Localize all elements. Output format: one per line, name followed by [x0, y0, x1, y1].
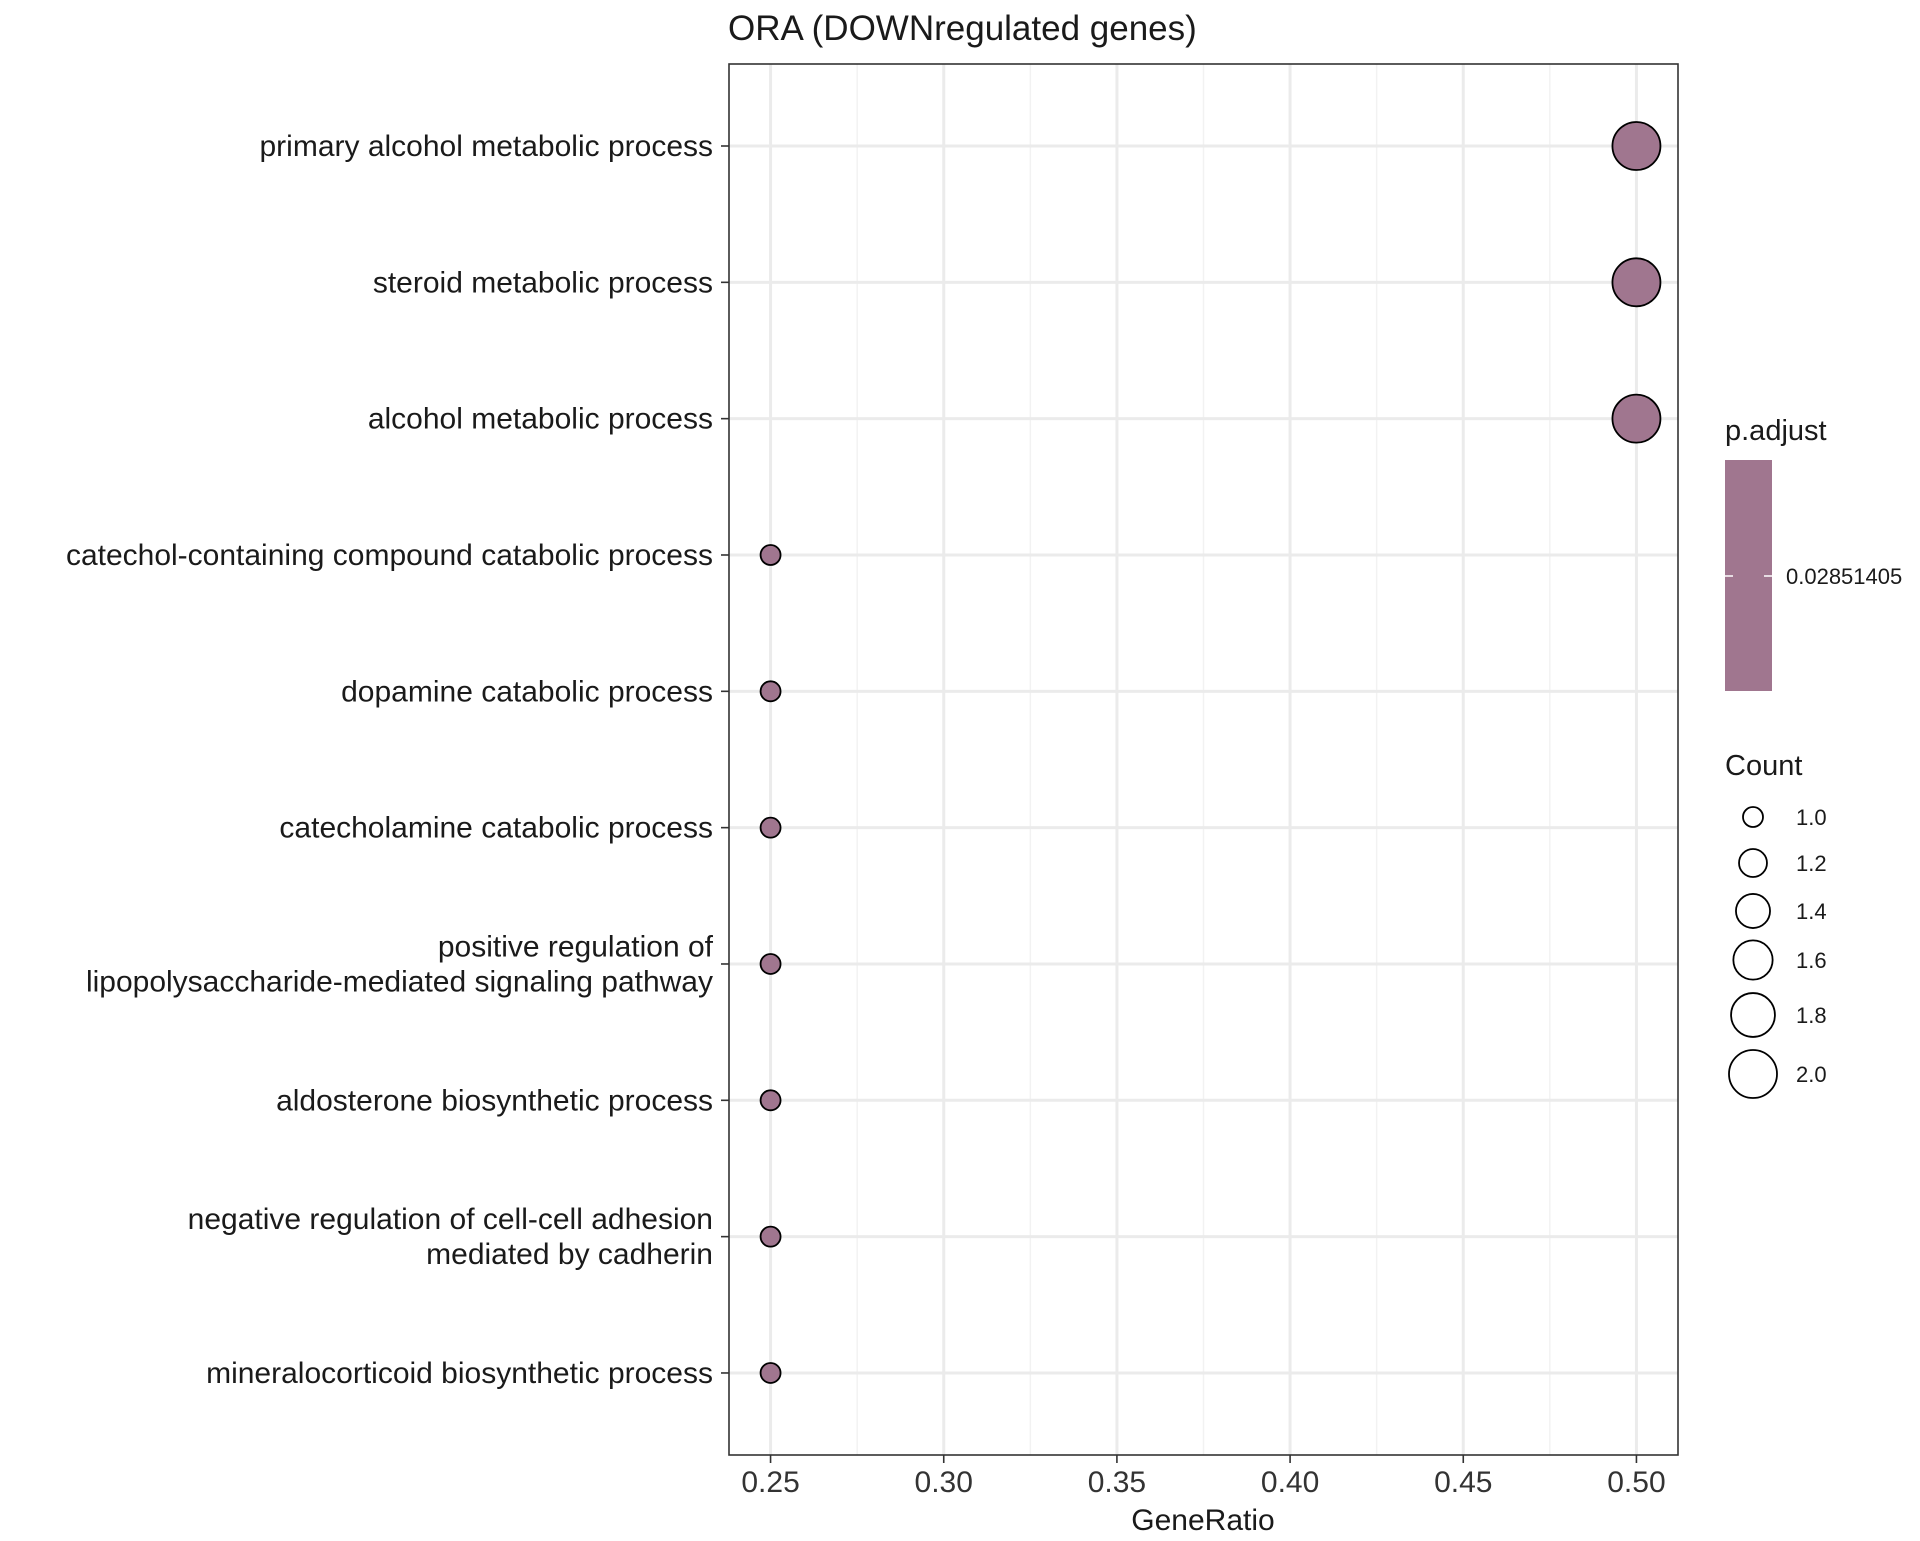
data-point: [1611, 393, 1662, 444]
data-point: [759, 544, 782, 566]
y-category-label-line: catecholamine catabolic process: [279, 812, 713, 845]
size-legend-label: 2.0: [1796, 1062, 1827, 1087]
chart-title: ORA (DOWNregulated genes): [728, 9, 1197, 48]
x-tick-label: 0.25: [741, 1466, 799, 1499]
data-point: [1611, 257, 1662, 308]
y-category-label: catechol-containing compound catabolic p…: [66, 539, 713, 572]
x-tick-label: 0.45: [1434, 1466, 1492, 1499]
plot-panel-border: [728, 63, 1679, 1456]
y-category-label-line: dopamine catabolic process: [341, 675, 713, 708]
data-point: [759, 680, 782, 703]
y-category-label: catecholamine catabolic process: [279, 812, 713, 845]
data-point: [759, 816, 782, 839]
size-legend-label: 1.6: [1796, 948, 1827, 973]
y-category-label-line: mineralocorticoid biosynthetic process: [206, 1357, 713, 1390]
y-category-label-line: negative regulation of cell-cell adhesio…: [188, 1203, 713, 1236]
size-legend-circle: [1728, 1049, 1778, 1099]
data-point: [759, 1225, 782, 1248]
y-axis-labels: primary alcohol metabolic process steroid…: [66, 130, 714, 1390]
y-category-label-line: steroid metabolic process: [373, 266, 713, 299]
data-point: [759, 1362, 782, 1384]
size-legend-title: Count: [1725, 750, 1802, 782]
y-category-label: steroid metabolic process: [373, 266, 713, 299]
y-category-label-line: mediated by cadherin: [426, 1238, 713, 1271]
x-axis-label: GeneRatio: [1131, 1504, 1274, 1536]
y-category-label: alcohol metabolic process: [368, 403, 713, 436]
y-category-label-line: lipopolysaccharide-mediated signaling pa…: [86, 965, 713, 998]
y-category-label: mineralocorticoid biosynthetic process: [206, 1357, 713, 1390]
size-legend-items: 1.0 1.2 1.4 1.6 1.8 2.0: [1728, 805, 1827, 1099]
size-legend-circle: [1738, 848, 1768, 878]
y-category-label-line: alcohol metabolic process: [368, 403, 713, 436]
data-point: [759, 1089, 782, 1112]
size-legend-label: 1.0: [1796, 805, 1827, 830]
size-legend-circle: [1732, 939, 1774, 981]
axis-ticks: [721, 145, 1638, 1463]
size-legend: Count 1.0 1.2 1.4 1.6 1.8 2.0: [1725, 750, 1827, 1099]
x-tick-label: 0.50: [1607, 1466, 1665, 1499]
y-category-label-line: primary alcohol metabolic process: [259, 130, 713, 163]
color-legend: p.adjust 0.02851405: [1725, 415, 1902, 691]
data-point: [1611, 121, 1662, 171]
y-category-label: positive regulation of lipopolysaccharide…: [86, 930, 714, 998]
color-legend-label: 0.02851405: [1786, 564, 1902, 589]
y-category-label-line: positive regulation of: [438, 930, 714, 963]
y-category-label: dopamine catabolic process: [341, 675, 713, 708]
size-legend-label: 1.8: [1796, 1003, 1827, 1028]
color-legend-title: p.adjust: [1725, 415, 1827, 447]
x-tick-label: 0.30: [915, 1466, 973, 1499]
x-tick-label: 0.35: [1088, 1466, 1146, 1499]
y-category-label: aldosterone biosynthetic process: [276, 1084, 713, 1117]
data-point: [759, 953, 782, 975]
size-legend-label: 1.2: [1796, 851, 1827, 876]
size-legend-circle: [1735, 893, 1771, 929]
data-points: [759, 121, 1662, 1384]
size-legend-circle: [1730, 992, 1776, 1038]
y-category-label: primary alcohol metabolic process: [259, 130, 713, 163]
y-category-label-line: aldosterone biosynthetic process: [276, 1084, 713, 1117]
x-axis-tick-labels: 0.25 0.30 0.35 0.40 0.45 0.50: [741, 1466, 1665, 1499]
x-tick-label: 0.40: [1261, 1466, 1319, 1499]
y-category-label-line: catechol-containing compound catabolic p…: [66, 539, 713, 572]
y-category-label: negative regulation of cell-cell adhesio…: [188, 1203, 713, 1271]
size-legend-circle: [1742, 806, 1764, 828]
size-legend-label: 1.4: [1796, 899, 1827, 924]
